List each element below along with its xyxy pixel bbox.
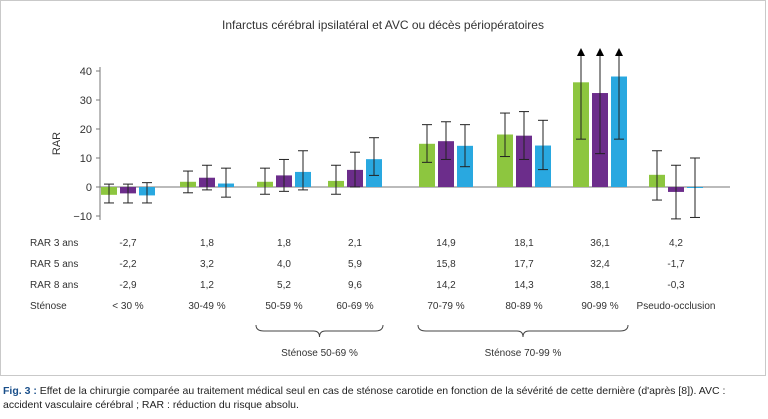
table-value: 17,7 — [514, 259, 534, 270]
y-tick-label: 10 — [80, 153, 92, 165]
table-value: 2,1 — [348, 238, 362, 249]
table-value: 38,1 — [590, 280, 610, 291]
group-label: Sténose 50-69 % — [281, 348, 358, 359]
bar — [419, 143, 435, 187]
table-value: 1,8 — [277, 238, 291, 249]
bar-chart: −10 0 10 20 30 40 RAR RAR 3 ans -2,7 1,8 1,8 2,1 14,… — [30, 48, 730, 359]
category-label: 30-49 % — [188, 301, 225, 312]
table-value: 5,2 — [277, 280, 291, 291]
table-row-label: RAR 3 ans — [30, 238, 78, 249]
bar — [497, 134, 513, 187]
bar — [438, 141, 454, 187]
y-tick-label: 30 — [80, 95, 92, 107]
category-label: 50-59 % — [265, 301, 302, 312]
table-value: 1,2 — [200, 280, 214, 291]
chart-title: Infarctus cérébral ipsilatéral et AVC ou… — [222, 18, 544, 32]
y-tick-label: 0 — [86, 182, 92, 194]
table-value: 9,6 — [348, 280, 362, 291]
category-label: Pseudo-occlusion — [637, 301, 716, 312]
table-value: -2,9 — [119, 280, 137, 291]
table-value: 14,2 — [436, 280, 456, 291]
y-tick-label: −10 — [73, 211, 92, 223]
table-value: 36,1 — [590, 238, 610, 249]
table-value: 5,9 — [348, 259, 362, 270]
table-value: 1,8 — [200, 238, 214, 249]
category-label: 60-69 % — [336, 301, 373, 312]
table-value: -2,2 — [119, 259, 137, 270]
category-label: 90-99 % — [581, 301, 618, 312]
category-label: 80-89 % — [505, 301, 542, 312]
table-value: 4,2 — [669, 238, 683, 249]
table-value: -2,7 — [119, 238, 137, 249]
table-value: 4,0 — [277, 259, 291, 270]
group-brace — [417, 324, 629, 338]
table-value: 15,8 — [436, 259, 456, 270]
table-value: 32,4 — [590, 259, 610, 270]
table-value: -1,7 — [667, 259, 685, 270]
table-value: 3,2 — [200, 259, 214, 270]
table-row-label: RAR 8 ans — [30, 280, 78, 291]
group-label: Sténose 70-99 % — [485, 348, 562, 359]
y-tick-label: 40 — [80, 66, 92, 78]
group-brace — [255, 324, 384, 338]
category-label: 70-79 % — [427, 301, 464, 312]
figure-caption: Fig. 3 : Effet de la chirurgie comparée … — [3, 384, 763, 412]
table-value: 14,3 — [514, 280, 534, 291]
y-axis-label: RAR — [51, 132, 63, 155]
caption-text: Effet de la chirurgie comparée au traite… — [3, 385, 726, 411]
bar — [516, 135, 532, 187]
y-tick-label: 20 — [80, 124, 92, 136]
caption-label: Fig. 3 : — [3, 385, 37, 397]
table-row-label: RAR 5 ans — [30, 259, 78, 270]
table-value: 18,1 — [514, 238, 534, 249]
category-label: < 30 % — [112, 301, 144, 312]
table-value: 14,9 — [436, 238, 456, 249]
table-value: -0,3 — [667, 280, 685, 291]
table-row-label: Sténose — [30, 301, 67, 312]
figure-panel — [0, 0, 766, 376]
